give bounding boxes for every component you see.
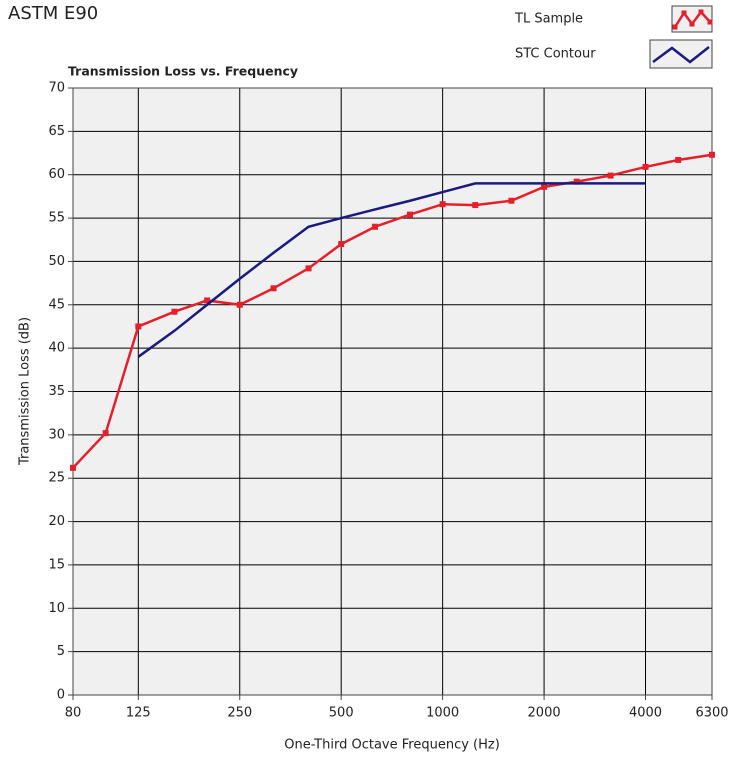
y-tick-label: 25: [48, 471, 65, 486]
x-tick-label: 125: [126, 706, 151, 721]
y-tick-label: 45: [48, 297, 65, 312]
point: [472, 202, 479, 209]
y-tick-label: 0: [57, 688, 65, 703]
point: [406, 211, 413, 218]
plot-border: [72, 87, 713, 696]
point: [102, 430, 109, 437]
point: [607, 172, 614, 179]
point: [508, 197, 515, 204]
y-tick-label: 40: [48, 341, 65, 356]
legend-icon-marker: [707, 19, 713, 25]
point: [305, 265, 312, 272]
x-tick-label: 4000: [629, 706, 662, 721]
y-tick-label: 35: [48, 384, 65, 399]
y-tick-label: 30: [48, 427, 65, 442]
legend-icon-marker: [672, 24, 678, 30]
point: [439, 201, 446, 208]
point: [236, 301, 243, 308]
series-line: [137, 182, 646, 358]
point: [372, 223, 379, 230]
y-tick-label: 15: [48, 557, 65, 572]
x-axis-label: One-Third Octave Frequency (Hz): [284, 738, 500, 753]
legend-icon-marker: [698, 9, 704, 15]
y-tick-label: 50: [48, 254, 65, 269]
x-tick-label: 80: [65, 706, 82, 721]
x-tick-label: 2000: [528, 706, 561, 721]
point: [70, 464, 76, 471]
y-tick-label: 55: [48, 211, 65, 226]
page-title: ASTM E90: [8, 3, 98, 24]
legend-label: STC Contour: [515, 47, 596, 62]
y-tick-label: 60: [48, 167, 65, 182]
y-axis-label: Transmission Loss (dB): [18, 317, 33, 466]
point: [541, 183, 548, 190]
x-tick-label: 1000: [426, 706, 459, 721]
x-tick-label: 6300: [695, 706, 728, 721]
legend-icon-marker: [689, 21, 695, 27]
y-tick-label: 65: [48, 124, 65, 139]
point: [135, 323, 142, 330]
point: [709, 151, 715, 158]
point: [573, 178, 580, 185]
y-tick-label: 10: [48, 601, 65, 616]
point: [675, 156, 682, 163]
point: [171, 308, 178, 315]
legend-label: TL Sample: [514, 12, 583, 27]
x-tick-label: 250: [227, 706, 252, 721]
point: [204, 297, 211, 304]
legend-icon: [652, 46, 710, 64]
y-tick-label: 70: [48, 81, 65, 96]
chart-title: Transmission Loss vs. Frequency: [68, 64, 298, 79]
series-line: [72, 153, 713, 469]
legend-icon-marker: [681, 10, 687, 16]
y-tick-label: 5: [57, 644, 65, 659]
point: [642, 163, 649, 170]
y-tick-label: 20: [48, 514, 65, 529]
point: [338, 241, 345, 248]
x-tick-label: 500: [329, 706, 354, 721]
point: [270, 285, 277, 292]
